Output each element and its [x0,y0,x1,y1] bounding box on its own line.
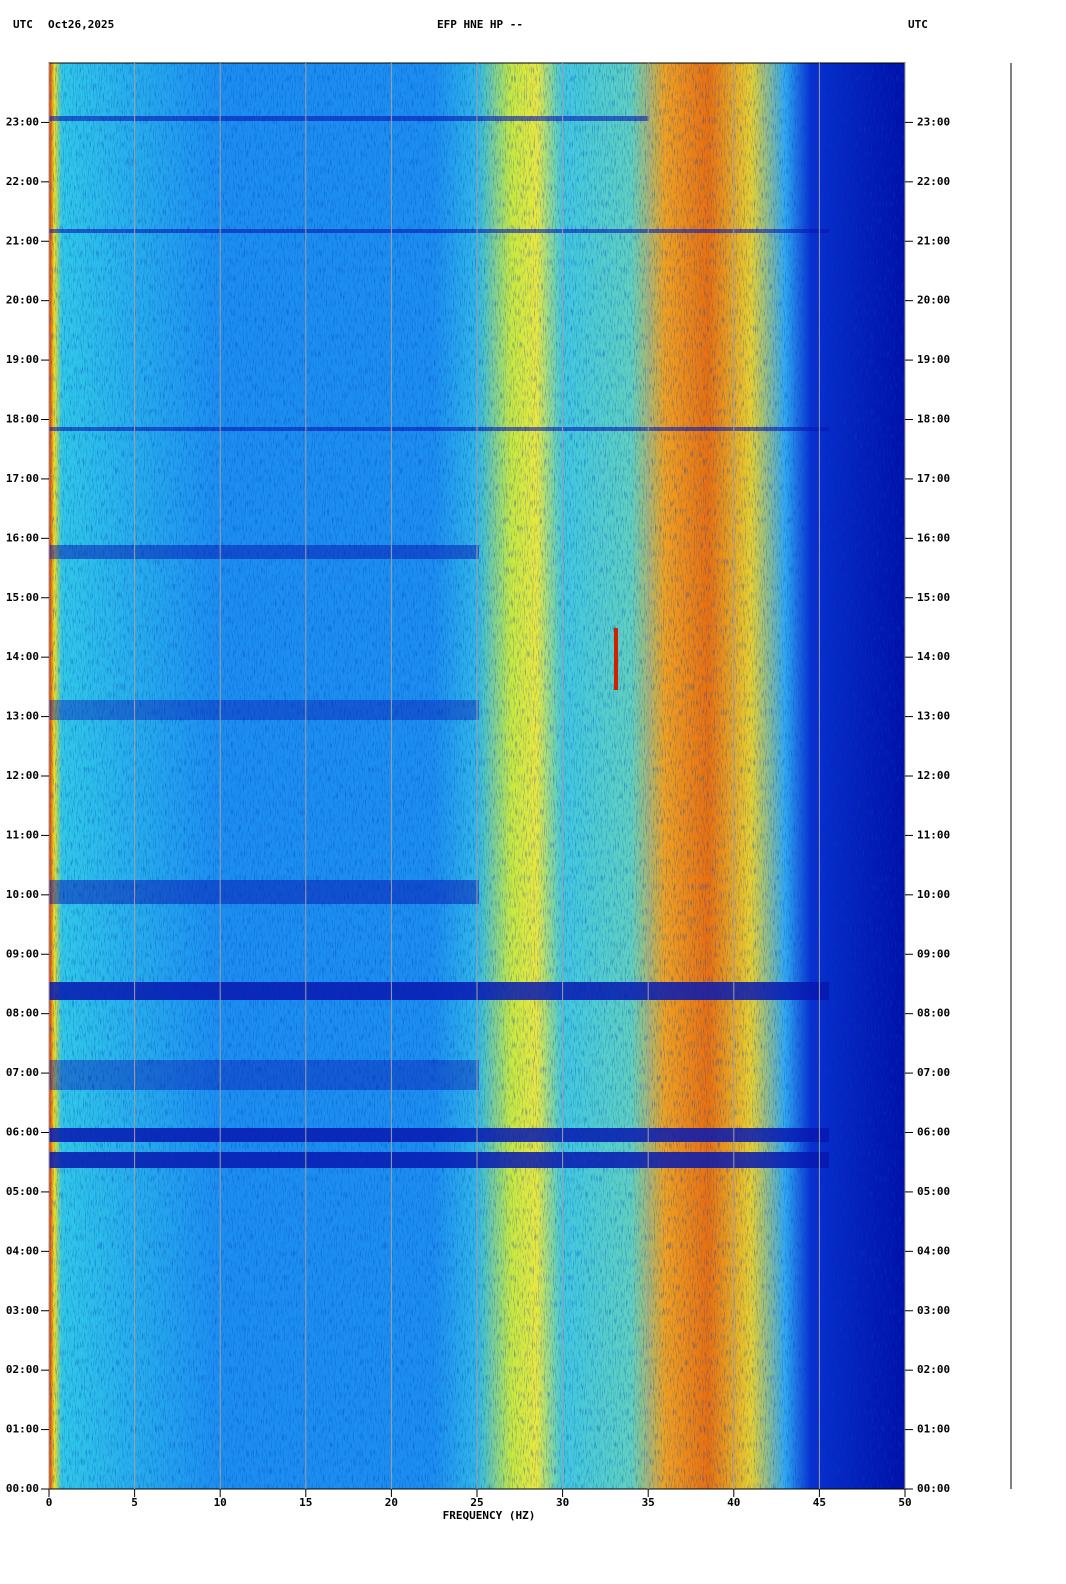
y-tick-label: 18:00 [917,413,950,426]
time-zone-right: UTC [908,18,928,31]
y-tick-label: 02:00 [917,1363,950,1376]
y-tick-label: 19:00 [6,353,39,366]
y-tick-label: 20:00 [917,294,950,307]
y-tick-label: 03:00 [917,1304,950,1317]
date: Oct26,2025 [48,18,114,31]
x-tick-label: 50 [898,1496,911,1509]
y-tick-label: 00:00 [917,1482,950,1495]
time-zone-left: UTC [13,18,33,31]
y-tick-label: 06:00 [917,1126,950,1139]
y-tick-label: 04:00 [917,1244,950,1257]
x-tick-label: 15 [299,1496,312,1509]
y-tick-label: 03:00 [6,1304,39,1317]
y-tick-label: 05:00 [6,1185,39,1198]
y-tick-label: 21:00 [917,234,950,247]
x-axis-label: FREQUENCY (HZ) [443,1509,536,1522]
y-tick-label: 12:00 [6,769,39,782]
y-tick-label: 19:00 [917,353,950,366]
y-tick-label: 22:00 [6,175,39,188]
y-tick-label: 01:00 [917,1423,950,1436]
y-tick-label: 16:00 [6,531,39,544]
y-tick-label: 17:00 [917,472,950,485]
x-tick-label: 40 [727,1496,740,1509]
y-tick-label: 23:00 [917,115,950,128]
y-tick-label: 11:00 [917,828,950,841]
chart-title: EFP HNE HP -- [437,18,523,31]
y-tick-label: 05:00 [917,1185,950,1198]
y-tick-label: 18:00 [6,413,39,426]
y-tick-label: 21:00 [6,234,39,247]
x-tick-label: 0 [46,1496,53,1509]
artifact [614,628,618,690]
y-tick-label: 13:00 [917,710,950,723]
y-tick-label: 09:00 [917,947,950,960]
y-tick-label: 04:00 [6,1244,39,1257]
y-tick-label: 07:00 [6,1066,39,1079]
y-tick-label: 17:00 [6,472,39,485]
y-tick-label: 10:00 [6,888,39,901]
y-tick-label: 23:00 [6,115,39,128]
y-tick-label: 06:00 [6,1126,39,1139]
x-tick-label: 30 [556,1496,569,1509]
y-tick-label: 02:00 [6,1363,39,1376]
x-tick-label: 45 [813,1496,826,1509]
x-tick-label: 20 [385,1496,398,1509]
x-tick-label: 25 [470,1496,483,1509]
y-tick-label: 11:00 [6,828,39,841]
y-tick-label: 13:00 [6,710,39,723]
quiet-bands [49,116,829,1168]
x-tick-label: 35 [642,1496,655,1509]
y-tick-label: 16:00 [917,531,950,544]
y-tick-label: 07:00 [917,1066,950,1079]
y-tick-label: 14:00 [6,650,39,663]
y-tick-label: 14:00 [917,650,950,663]
y-tick-label: 09:00 [6,947,39,960]
y-tick-label: 15:00 [917,591,950,604]
y-tick-label: 15:00 [6,591,39,604]
y-tick-label: 12:00 [917,769,950,782]
y-tick-label: 20:00 [6,294,39,307]
y-tick-label: 00:00 [6,1482,39,1495]
y-tick-label: 22:00 [917,175,950,188]
y-tick-label: 10:00 [917,888,950,901]
x-tick-label: 5 [131,1496,138,1509]
y-tick-label: 01:00 [6,1423,39,1436]
y-tick-label: 08:00 [917,1007,950,1020]
x-tick-label: 10 [214,1496,227,1509]
y-tick-label: 08:00 [6,1007,39,1020]
